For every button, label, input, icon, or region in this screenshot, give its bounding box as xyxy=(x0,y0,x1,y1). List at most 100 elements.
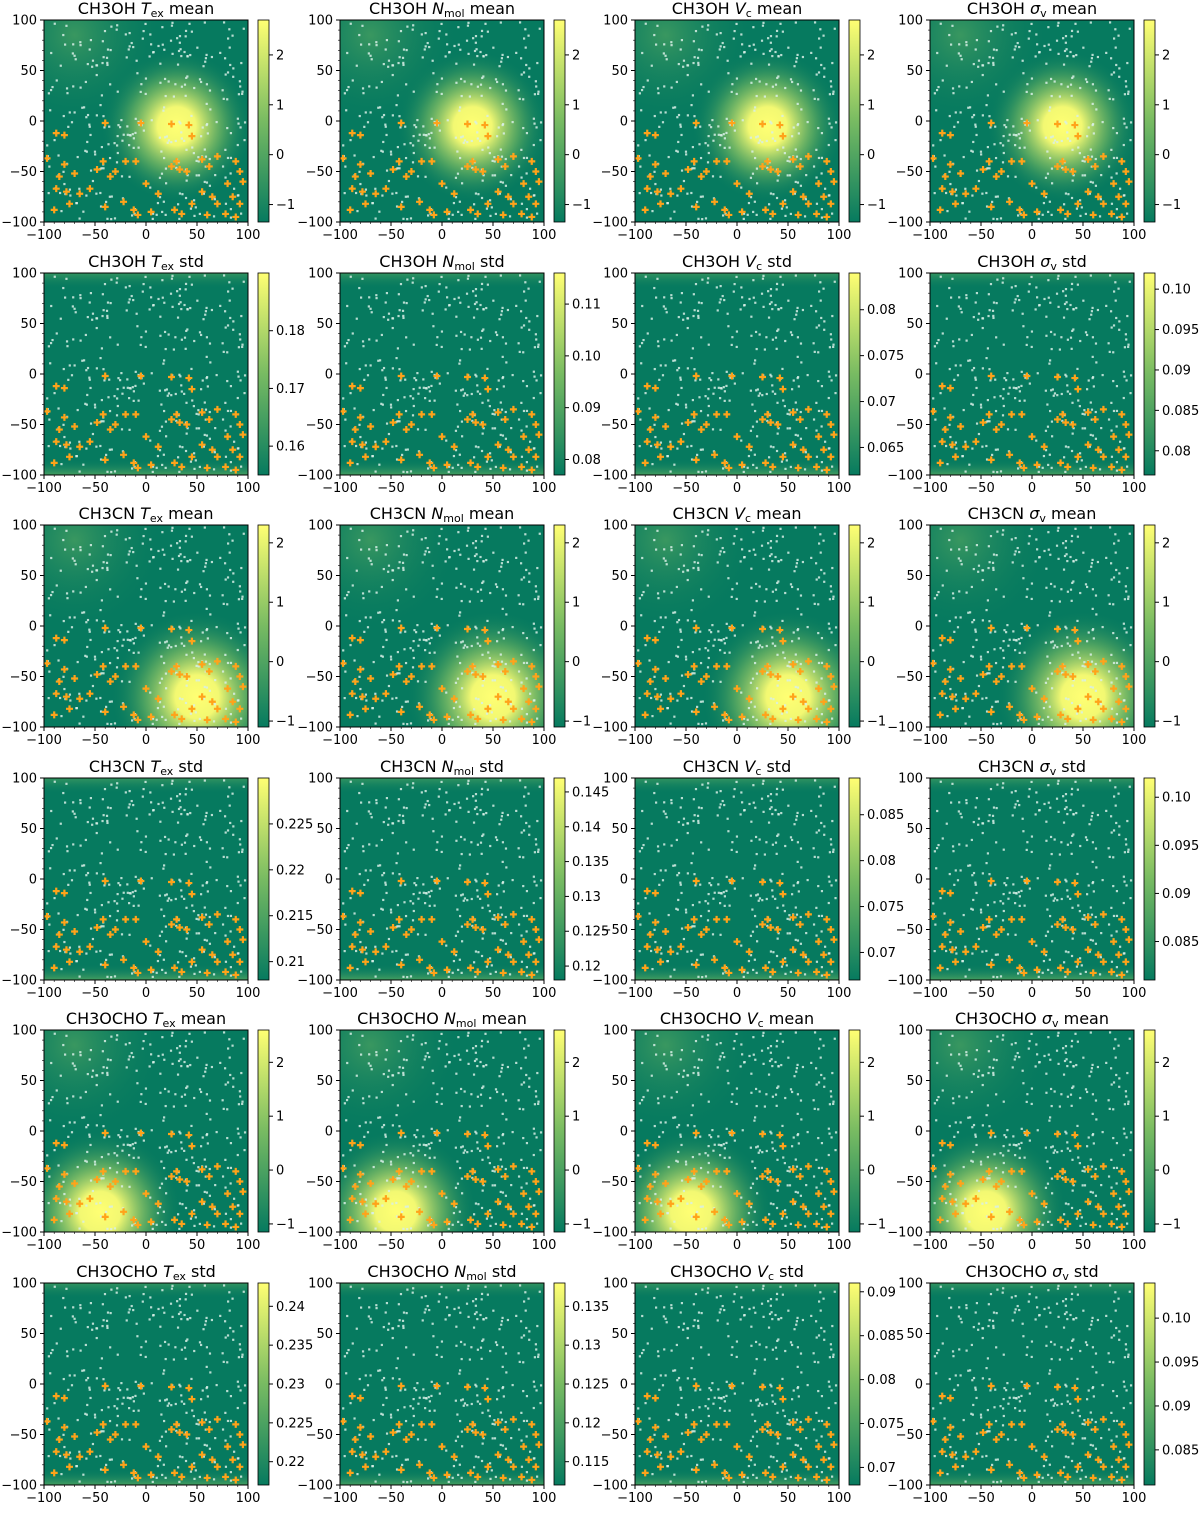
sample-point xyxy=(683,685,685,687)
sample-point xyxy=(239,590,241,592)
sample-point xyxy=(698,648,700,650)
sample-point xyxy=(439,382,441,384)
sample-point xyxy=(190,208,192,210)
sample-point xyxy=(722,547,724,549)
sample-point xyxy=(196,300,198,302)
colorbar-tick-label: 1 xyxy=(867,596,875,611)
sample-point xyxy=(718,639,720,641)
sample-point xyxy=(439,634,441,636)
sample-point xyxy=(163,106,165,108)
sample-point xyxy=(356,463,358,465)
colorbar-tick-label: 0.08 xyxy=(867,303,896,318)
sample-point xyxy=(193,592,195,594)
sample-point xyxy=(200,334,202,336)
sample-point xyxy=(653,287,655,289)
sample-point xyxy=(1022,325,1024,327)
sample-point xyxy=(1021,371,1023,373)
sample-point xyxy=(821,157,823,159)
sample-point xyxy=(1015,537,1017,539)
sample-point xyxy=(750,642,752,644)
sample-point xyxy=(521,578,523,580)
sample-point xyxy=(133,137,135,139)
sample-point xyxy=(961,311,963,313)
sample-point xyxy=(1000,470,1002,472)
sample-point xyxy=(368,590,370,592)
sample-point xyxy=(791,640,793,642)
sample-point xyxy=(790,78,792,80)
x-tick-label: 50 xyxy=(189,228,206,243)
sample-point xyxy=(948,287,950,289)
sample-point xyxy=(395,609,397,611)
sample-point xyxy=(527,540,529,542)
sample-point xyxy=(163,611,165,613)
sample-point xyxy=(101,567,103,569)
sample-point xyxy=(1126,213,1128,215)
sample-point xyxy=(375,297,377,299)
sample-point xyxy=(775,589,777,591)
sample-point xyxy=(94,406,96,408)
sample-point xyxy=(347,86,349,88)
sample-point xyxy=(207,132,209,134)
sample-point xyxy=(66,87,68,89)
sample-point xyxy=(1012,378,1014,380)
sample-point xyxy=(536,567,538,569)
sample-point xyxy=(781,208,783,210)
sample-point xyxy=(185,283,187,285)
sample-point xyxy=(1005,126,1007,128)
sample-point xyxy=(85,586,87,588)
sample-point xyxy=(480,337,482,339)
sample-point xyxy=(670,470,672,472)
sample-point xyxy=(481,30,483,32)
sample-point xyxy=(199,583,201,585)
sample-point xyxy=(140,588,142,590)
sample-point xyxy=(106,567,108,569)
sample-point xyxy=(823,329,825,331)
sample-point xyxy=(180,131,182,133)
sample-point xyxy=(1105,305,1107,307)
sample-point xyxy=(231,540,233,542)
sample-point xyxy=(401,706,403,708)
sample-point xyxy=(1127,93,1129,95)
sample-point xyxy=(145,582,147,584)
sample-point xyxy=(492,427,494,429)
sample-point xyxy=(445,286,447,288)
sample-point xyxy=(165,673,167,675)
sample-point xyxy=(501,559,503,561)
sample-point xyxy=(692,399,694,401)
sample-point xyxy=(368,52,370,54)
sample-point xyxy=(392,579,394,581)
sample-point xyxy=(639,419,641,421)
sample-point xyxy=(1014,144,1016,146)
sample-point xyxy=(1042,467,1044,469)
sample-point xyxy=(747,214,749,216)
sample-point xyxy=(1064,471,1066,473)
sample-point xyxy=(1091,409,1093,411)
sample-point xyxy=(528,67,530,69)
sample-point xyxy=(458,297,460,299)
sample-point xyxy=(533,194,535,196)
sample-point xyxy=(710,126,712,128)
sample-point xyxy=(496,135,498,137)
sample-point xyxy=(1125,631,1127,633)
sample-point xyxy=(769,471,771,473)
sample-point xyxy=(823,572,825,574)
sample-point xyxy=(157,707,159,709)
sample-point xyxy=(132,299,134,301)
panel-title: CH3OH Vc mean xyxy=(672,0,803,20)
sample-point xyxy=(428,46,430,48)
sample-point xyxy=(199,331,201,333)
sample-point xyxy=(1051,182,1053,184)
sample-point xyxy=(186,180,188,182)
sample-point xyxy=(493,156,495,158)
sample-point xyxy=(533,628,535,630)
sample-point xyxy=(99,445,101,447)
sample-point xyxy=(784,720,786,722)
sample-point xyxy=(1071,450,1073,452)
sample-point xyxy=(1088,318,1090,320)
sample-point xyxy=(436,83,438,85)
sample-point xyxy=(173,348,175,350)
sample-point xyxy=(439,129,441,131)
sample-point xyxy=(830,338,832,340)
sample-point xyxy=(402,315,404,317)
